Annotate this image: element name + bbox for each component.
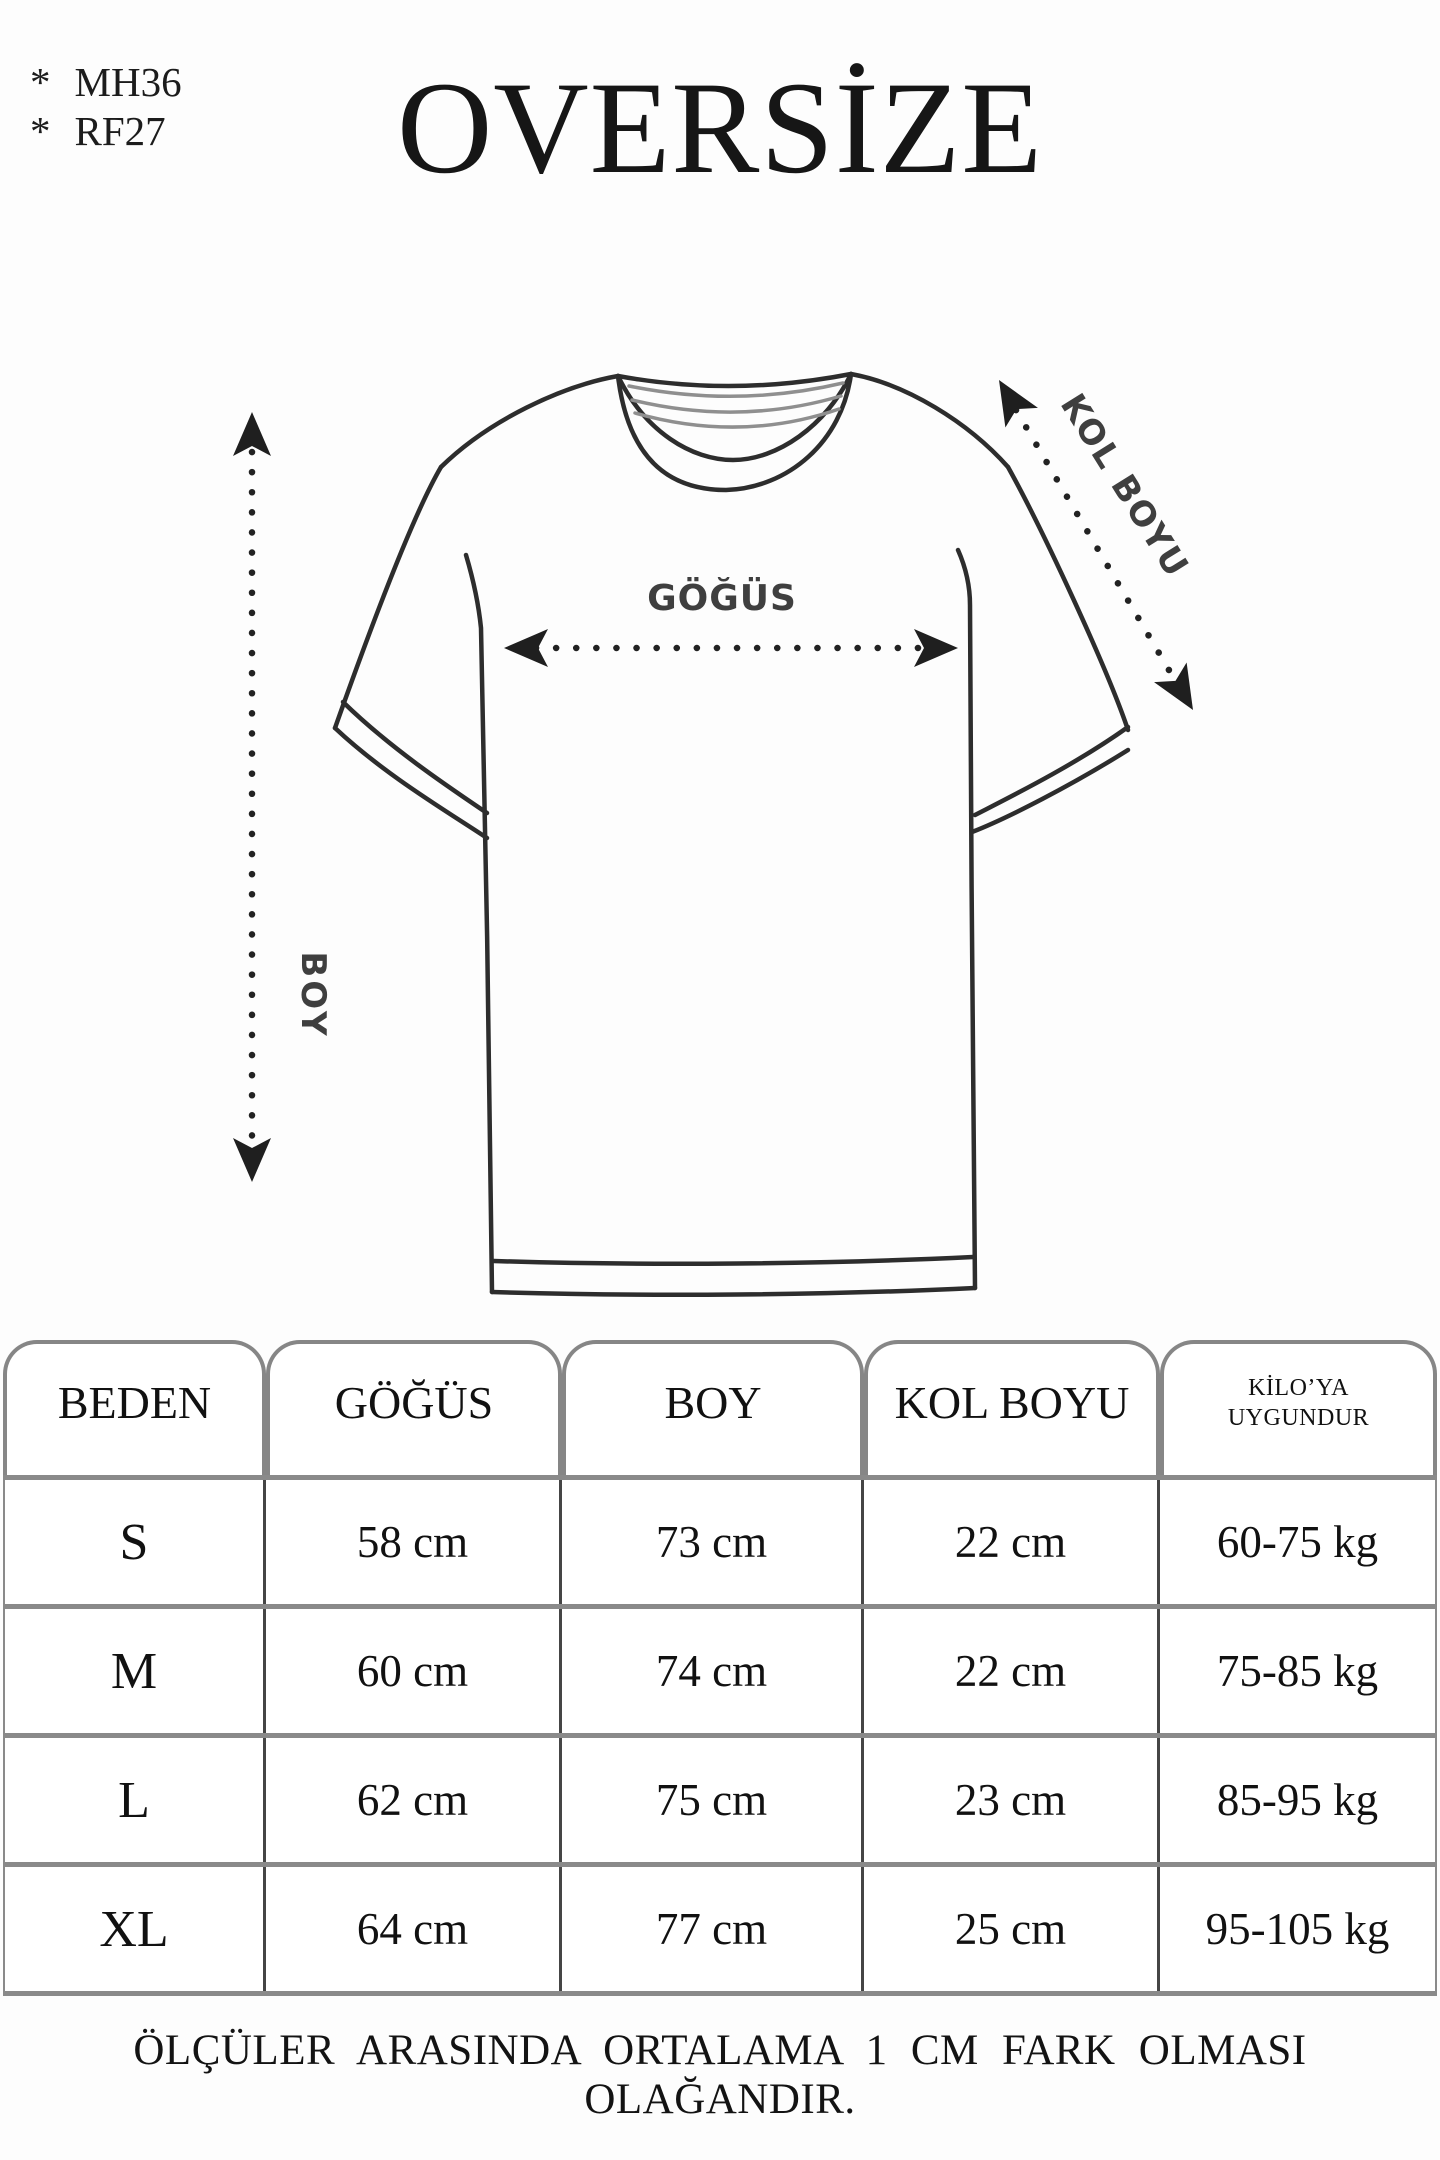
chest-value: 58 cm bbox=[266, 1480, 562, 1604]
sleeve-arrow-dotted-line bbox=[1012, 406, 1180, 686]
length-value: 74 cm bbox=[562, 1609, 864, 1733]
size-value: L bbox=[3, 1738, 266, 1862]
header-cell-size: BEDEN bbox=[3, 1340, 266, 1475]
right-sleeve-outer-edge bbox=[1005, 464, 1131, 733]
table-row-m: M 60 cm 74 cm 22 cm 75-85 kg bbox=[3, 1604, 1437, 1733]
left-sleeve-opening-edge bbox=[332, 725, 490, 841]
table-row-l: L 62 cm 75 cm 23 cm 85-95 kg bbox=[3, 1733, 1437, 1862]
arrow-up-right-icon bbox=[999, 380, 1038, 428]
tshirt-measurement-diagram: BOY GÖĞÜS KOL BOYU bbox=[233, 371, 1197, 1298]
left-body-edge bbox=[463, 552, 495, 1295]
collar-rib-line bbox=[630, 394, 843, 414]
header-cell-sleeve: KOL BOYU bbox=[864, 1340, 1160, 1475]
collar-inner-edge bbox=[615, 371, 854, 463]
asterisk-bullet: * bbox=[30, 108, 51, 155]
table-row-s: S 58 cm 73 cm 22 cm 60-75 kg bbox=[3, 1475, 1437, 1604]
right-sleeve-cuff-seam bbox=[972, 724, 1131, 818]
size-value: S bbox=[3, 1480, 266, 1604]
length-arrow: BOY bbox=[233, 412, 333, 1182]
tolerance-footnote: ÖLÇÜLER ARASINDA ORTALAMA 1 CM FARK OLMA… bbox=[133, 2027, 1307, 2123]
bottom-hem-edge bbox=[489, 1285, 978, 1298]
sleeve-value: 25 cm bbox=[864, 1867, 1160, 1991]
collar-outer-edge bbox=[615, 371, 854, 493]
sleeve-arrow: KOL BOYU bbox=[999, 380, 1197, 710]
chest-value: 64 cm bbox=[266, 1867, 562, 1991]
weight-value: 95-105 kg bbox=[1160, 1867, 1437, 1991]
product-code-line: * RF27 bbox=[30, 107, 182, 156]
arrow-up-icon bbox=[233, 412, 271, 456]
weight-value: 60-75 kg bbox=[1160, 1480, 1437, 1604]
chest-label: GÖĞÜS bbox=[647, 577, 797, 619]
arrow-down-right-icon bbox=[1154, 662, 1193, 710]
right-body-edge bbox=[955, 547, 978, 1291]
left-shoulder-seam bbox=[438, 373, 621, 470]
collar-rib-line bbox=[633, 407, 841, 429]
right-sleeve-opening-edge bbox=[969, 747, 1131, 835]
product-code-label: MH36 bbox=[74, 59, 182, 105]
right-shoulder-seam bbox=[848, 371, 1011, 470]
size-value: XL bbox=[3, 1867, 266, 1991]
collar-top-edge bbox=[615, 371, 854, 389]
bottom-hem-seam bbox=[491, 1254, 976, 1267]
sleeve-value: 22 cm bbox=[864, 1609, 1160, 1733]
header-cell-chest: GÖĞÜS bbox=[266, 1340, 562, 1475]
size-table-body: S 58 cm 73 cm 22 cm 60-75 kg M 60 cm 74 … bbox=[3, 1475, 1437, 1996]
length-value: 77 cm bbox=[562, 1867, 864, 1991]
chest-value: 60 cm bbox=[266, 1609, 562, 1733]
arrow-down-icon bbox=[233, 1138, 271, 1182]
page-title: OVERSİZE bbox=[397, 54, 1043, 201]
left-sleeve-cuff-seam bbox=[340, 699, 490, 816]
arrow-right-icon bbox=[914, 629, 958, 667]
sleeve-value: 22 cm bbox=[864, 1480, 1160, 1604]
size-value: M bbox=[3, 1609, 266, 1733]
arrow-left-icon bbox=[504, 629, 548, 667]
header-cell-length: BOY bbox=[562, 1340, 864, 1475]
weight-value: 85-95 kg bbox=[1160, 1738, 1437, 1862]
table-row-xl: XL 64 cm 77 cm 25 cm 95-105 kg bbox=[3, 1862, 1437, 1991]
left-sleeve-outer-edge bbox=[332, 464, 444, 731]
product-code-label: RF27 bbox=[74, 108, 166, 155]
product-codes: * MH36 * RF27 bbox=[30, 58, 182, 156]
chest-value: 62 cm bbox=[266, 1738, 562, 1862]
asterisk-bullet: * bbox=[30, 59, 51, 105]
size-table-header-row: BEDEN GÖĞÜS BOY KOL BOYU KİLO’YA UYGUNDU… bbox=[3, 1340, 1437, 1475]
collar-rib-line bbox=[627, 381, 845, 399]
chest-arrow: GÖĞÜS bbox=[504, 577, 958, 667]
size-table: BEDEN GÖĞÜS BOY KOL BOYU KİLO’YA UYGUNDU… bbox=[3, 1340, 1437, 1996]
length-value: 73 cm bbox=[562, 1480, 864, 1604]
product-code-line: * MH36 bbox=[30, 58, 182, 107]
length-value: 75 cm bbox=[562, 1738, 864, 1862]
sleeve-value: 23 cm bbox=[864, 1738, 1160, 1862]
tshirt-drawing bbox=[332, 371, 1131, 1298]
header-cell-weight: KİLO’YA UYGUNDUR bbox=[1160, 1340, 1437, 1475]
weight-value: 75-85 kg bbox=[1160, 1609, 1437, 1733]
length-label: BOY bbox=[293, 951, 333, 1038]
sleeve-label: KOL BOYU bbox=[1052, 387, 1197, 585]
